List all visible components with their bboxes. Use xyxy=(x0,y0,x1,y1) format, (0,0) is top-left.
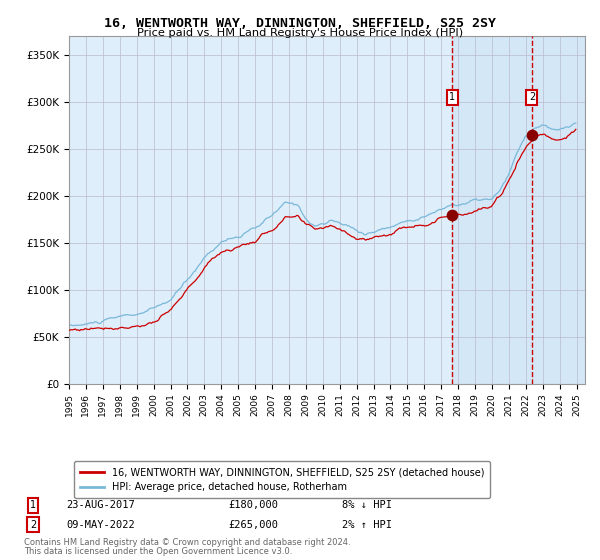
Text: 2% ↑ HPI: 2% ↑ HPI xyxy=(342,520,392,530)
Text: 23-AUG-2017: 23-AUG-2017 xyxy=(66,500,135,510)
Text: Contains HM Land Registry data © Crown copyright and database right 2024.: Contains HM Land Registry data © Crown c… xyxy=(24,539,350,548)
Text: This data is licensed under the Open Government Licence v3.0.: This data is licensed under the Open Gov… xyxy=(24,548,292,557)
Text: 09-MAY-2022: 09-MAY-2022 xyxy=(66,520,135,530)
Text: 1: 1 xyxy=(449,92,455,102)
Text: 16, WENTWORTH WAY, DINNINGTON, SHEFFIELD, S25 2SY: 16, WENTWORTH WAY, DINNINGTON, SHEFFIELD… xyxy=(104,17,496,30)
Text: Price paid vs. HM Land Registry's House Price Index (HPI): Price paid vs. HM Land Registry's House … xyxy=(137,28,463,38)
Text: 1: 1 xyxy=(30,500,36,510)
Bar xyxy=(452,36,585,384)
Point xyxy=(447,210,457,219)
Text: £180,000: £180,000 xyxy=(228,500,278,510)
Text: £265,000: £265,000 xyxy=(228,520,278,530)
Point xyxy=(527,130,536,139)
Text: 2: 2 xyxy=(529,92,535,102)
Text: 8% ↓ HPI: 8% ↓ HPI xyxy=(342,500,392,510)
Bar xyxy=(532,36,585,384)
Legend: 16, WENTWORTH WAY, DINNINGTON, SHEFFIELD, S25 2SY (detached house), HPI: Average: 16, WENTWORTH WAY, DINNINGTON, SHEFFIELD… xyxy=(74,461,490,498)
Text: 2: 2 xyxy=(30,520,36,530)
